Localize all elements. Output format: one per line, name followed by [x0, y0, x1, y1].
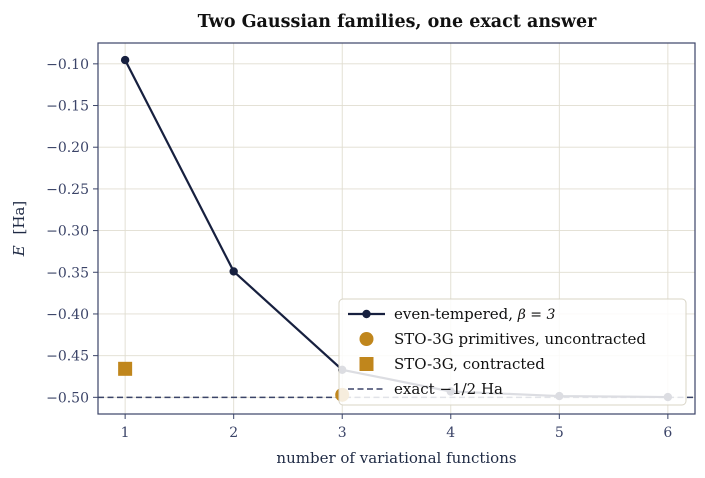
x-tick-label: 4	[446, 425, 455, 441]
chart-title: Two Gaussian families, one exact answer	[198, 12, 597, 32]
x-axis-label: number of variational functions	[276, 449, 516, 467]
svg-text:E [Ha]: E [Ha]	[10, 201, 28, 257]
axis-ticks: 1 2 3 4 5 6 −0.10 −0.15 −0.20 −0.25 −0.30 −0.35 −0.4…	[46, 57, 672, 441]
y-tick-label: −0.20	[46, 140, 89, 156]
legend-box	[338, 298, 687, 406]
x-tick-label: 1	[121, 425, 130, 441]
y-tick-label: −0.45	[46, 349, 89, 365]
y-axis-label-var: E	[10, 245, 28, 257]
y-axis-label-unit: [Ha]	[10, 201, 28, 235]
y-tick-label: −0.15	[46, 99, 89, 115]
legend-label: STO-3G primitives, uncontracted	[394, 330, 646, 348]
legend-label: even-tempered, β = 3	[394, 305, 555, 323]
even-tempered-point	[229, 267, 238, 276]
legend-label: STO-3G, contracted	[394, 355, 545, 373]
plot-frame	[97, 42, 696, 415]
y-tick-label: −0.40	[46, 307, 89, 323]
legend-label: exact −1/2 Ha	[394, 380, 503, 398]
legend-marker-handle	[362, 309, 371, 319]
y-tick-label: −0.35	[46, 265, 89, 281]
sto3g-contracted-point	[118, 361, 133, 376]
even-tempered-point	[120, 55, 130, 65]
x-tick-label: 2	[229, 425, 238, 441]
y-tick-label: −0.10	[46, 57, 89, 73]
y-tick-label: −0.30	[46, 224, 89, 240]
y-tick-label: −0.25	[46, 182, 89, 198]
y-axis-label: E [Ha]	[10, 201, 28, 257]
x-tick-label: 6	[663, 425, 672, 441]
x-tick-label: 5	[555, 425, 564, 441]
y-tick-label: −0.50	[46, 390, 89, 406]
x-tick-label: 3	[338, 425, 347, 441]
legend-square-handle	[359, 357, 374, 371]
legend-circle-handle	[359, 332, 374, 346]
legend: even-tempered, β = 3 STO-3G primitives, u…	[338, 298, 687, 406]
